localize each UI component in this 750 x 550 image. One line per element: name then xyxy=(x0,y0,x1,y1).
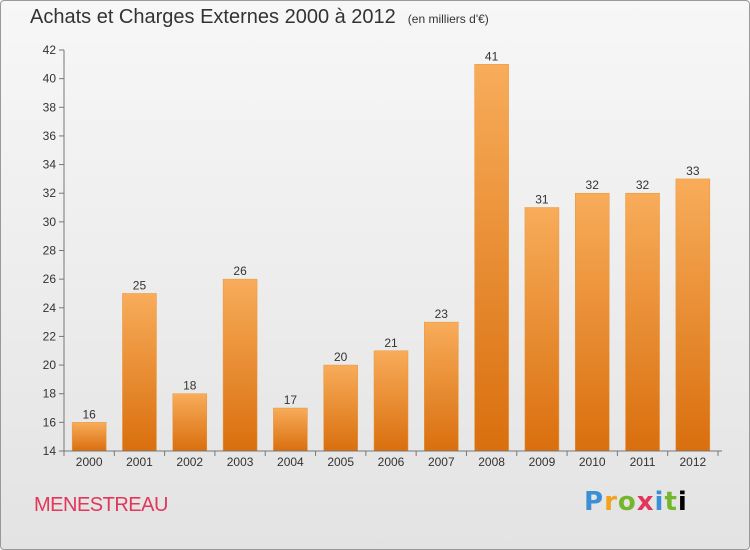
x-axis: 2000 2001 2002 2003 2004 2005 2006 2007 2008 2009… xyxy=(63,450,722,469)
bar-value-label: 16 xyxy=(82,407,96,421)
bar xyxy=(524,207,560,452)
bar-value-label: 25 xyxy=(133,278,147,292)
y-tick-label: 14 xyxy=(43,444,57,458)
x-tick-label: 2004 xyxy=(277,455,304,469)
bar xyxy=(373,350,409,452)
bar xyxy=(675,178,711,452)
bar-value-label: 41 xyxy=(485,49,499,63)
y-tick-label: 18 xyxy=(43,387,57,401)
x-tick-label: 2001 xyxy=(126,455,153,469)
y-tick-label: 42 xyxy=(43,43,57,57)
y-tick-label: 30 xyxy=(43,215,57,229)
y-tick-label: 16 xyxy=(43,415,57,429)
bar-value-label: 17 xyxy=(284,393,298,407)
bar-value-label: 32 xyxy=(586,178,600,192)
proxiti-logo: Proxiti xyxy=(584,487,688,517)
x-tick-label: 2006 xyxy=(378,455,405,469)
bar xyxy=(424,321,459,452)
y-tick-label: 32 xyxy=(43,186,57,200)
bar-value-label: 20 xyxy=(334,350,348,364)
bar-value-label: 18 xyxy=(183,379,197,393)
bar-value-label: 31 xyxy=(535,193,549,207)
x-tick-label: 2007 xyxy=(428,455,455,469)
chart-title: Achats et Charges Externes 2000 à 2012 (e… xyxy=(30,6,489,29)
y-tick-label: 26 xyxy=(43,272,57,286)
x-tick-label: 2005 xyxy=(327,455,354,469)
bar-value-label: 32 xyxy=(636,178,650,192)
bar xyxy=(122,293,157,452)
x-tick-label: 2008 xyxy=(478,455,505,469)
x-tick-label: 2002 xyxy=(176,455,203,469)
bar xyxy=(323,364,358,452)
commune-name: MENESTREAU xyxy=(34,494,168,516)
chart-subtitle: (en milliers d'€) xyxy=(407,12,489,26)
bar xyxy=(172,393,208,452)
x-tick-label: 2010 xyxy=(579,455,606,469)
chart-title-text: Achats et Charges Externes 2000 à 2012 xyxy=(30,6,396,28)
bar xyxy=(574,192,610,452)
y-tick-label: 38 xyxy=(43,100,57,114)
y-tick-label: 24 xyxy=(43,301,57,315)
bar xyxy=(273,407,308,452)
x-tick-label: 2011 xyxy=(630,455,656,469)
y-tick-label: 40 xyxy=(43,72,57,86)
x-tick-label: 2003 xyxy=(227,455,254,469)
bar xyxy=(222,278,258,452)
bar-value-label: 21 xyxy=(384,336,398,350)
bar-value-label: 26 xyxy=(233,264,247,278)
bar xyxy=(474,64,509,452)
bar-value-label: 23 xyxy=(435,307,449,321)
bar-value-label: 33 xyxy=(686,164,700,178)
x-tick-label: 2009 xyxy=(529,455,556,469)
x-tick-label: 2000 xyxy=(76,455,103,469)
x-tick-label: 2012 xyxy=(679,455,706,469)
bars: 16 25 18 26 17 20 21 23 41 31 32 32 33 xyxy=(71,49,711,452)
y-tick-label: 36 xyxy=(43,129,57,143)
bar xyxy=(71,422,107,452)
y-tick-label: 22 xyxy=(43,329,57,343)
y-tick-label: 28 xyxy=(43,244,57,258)
y-axis: 14 16 18 20 22 24 26 28 30 32 34 36 38 40 42 xyxy=(43,43,65,458)
y-tick-label: 34 xyxy=(43,158,57,172)
bar xyxy=(625,192,660,452)
y-tick-label: 20 xyxy=(43,358,57,372)
